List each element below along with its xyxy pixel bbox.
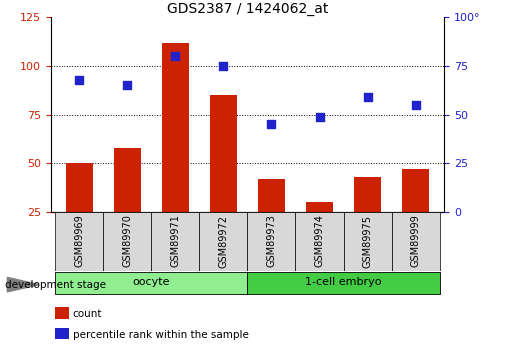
Text: development stage: development stage <box>5 280 106 289</box>
Bar <box>295 212 343 271</box>
Bar <box>66 164 92 212</box>
Text: GSM89973: GSM89973 <box>267 215 276 267</box>
Text: GSM89974: GSM89974 <box>315 215 325 267</box>
Bar <box>343 212 391 271</box>
Point <box>171 53 179 59</box>
Point <box>316 114 324 119</box>
Text: oocyte: oocyte <box>133 277 170 287</box>
Bar <box>104 212 152 271</box>
Bar <box>247 272 439 294</box>
Bar <box>258 179 285 212</box>
Bar <box>210 95 237 212</box>
Bar <box>152 212 199 271</box>
Text: GSM89971: GSM89971 <box>170 215 180 267</box>
Text: 1-cell embryo: 1-cell embryo <box>306 277 382 287</box>
Point <box>123 83 131 88</box>
Bar <box>55 307 69 319</box>
Text: GSM89970: GSM89970 <box>122 215 132 267</box>
Text: GSM89999: GSM89999 <box>411 215 421 267</box>
Bar <box>114 148 140 212</box>
Bar <box>56 272 247 294</box>
Bar <box>391 212 439 271</box>
Bar <box>402 169 429 212</box>
Bar <box>355 177 381 212</box>
Point <box>219 63 227 69</box>
Bar <box>55 328 69 339</box>
Point <box>75 77 83 82</box>
Text: GSM89969: GSM89969 <box>74 215 84 267</box>
Polygon shape <box>7 277 39 292</box>
Text: percentile rank within the sample: percentile rank within the sample <box>73 330 248 340</box>
Bar <box>162 42 188 212</box>
Point <box>364 95 372 100</box>
Text: GSM89972: GSM89972 <box>219 215 228 267</box>
Bar <box>307 203 333 212</box>
Text: count: count <box>73 309 102 319</box>
Text: GSM89975: GSM89975 <box>363 215 373 267</box>
Bar <box>247 212 295 271</box>
Point <box>412 102 420 108</box>
Bar <box>56 212 104 271</box>
Title: GDS2387 / 1424062_at: GDS2387 / 1424062_at <box>167 2 328 16</box>
Point <box>268 122 276 127</box>
Bar <box>199 212 247 271</box>
